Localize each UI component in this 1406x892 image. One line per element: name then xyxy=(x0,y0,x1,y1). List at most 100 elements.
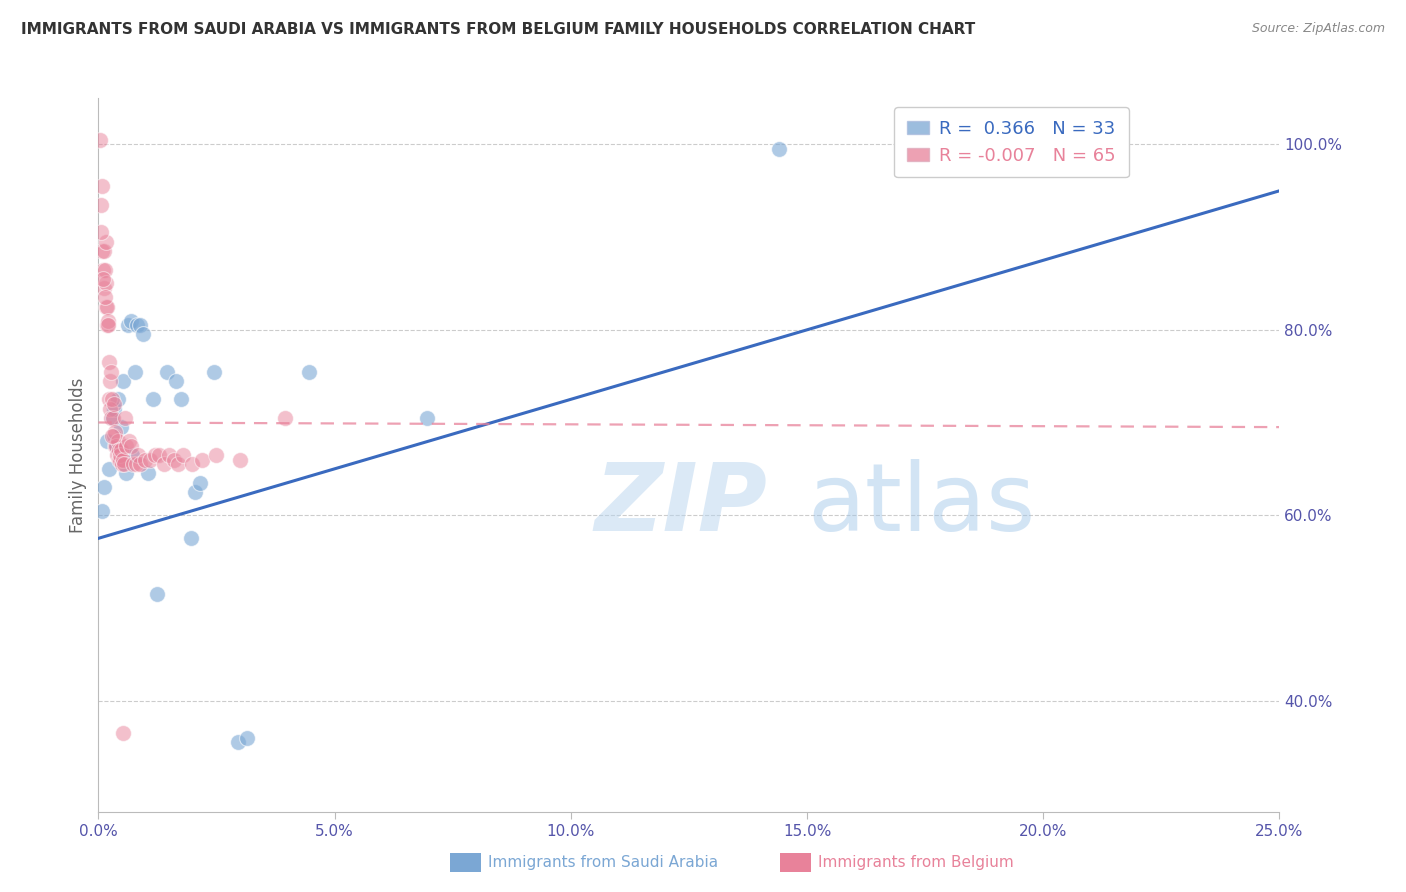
Point xyxy=(103,401,125,416)
Point xyxy=(157,448,180,462)
Point xyxy=(205,448,228,462)
Point xyxy=(114,467,136,481)
Point xyxy=(104,425,127,439)
Point xyxy=(91,272,114,286)
Text: Immigrants from Saudi Arabia: Immigrants from Saudi Arabia xyxy=(488,855,718,870)
Point xyxy=(172,448,194,462)
Point xyxy=(111,452,134,467)
Point xyxy=(103,429,125,443)
Point xyxy=(162,452,184,467)
Point xyxy=(100,410,122,425)
Point xyxy=(100,364,122,378)
Point xyxy=(136,467,159,481)
Point xyxy=(127,448,149,462)
Point xyxy=(298,364,321,378)
Point xyxy=(103,397,125,411)
Point xyxy=(122,457,145,471)
Text: atlas: atlas xyxy=(807,458,1035,551)
Point xyxy=(120,313,142,327)
Point xyxy=(107,452,129,467)
Point xyxy=(94,235,117,249)
Point xyxy=(416,410,439,425)
Text: ZIP: ZIP xyxy=(595,458,768,551)
Point xyxy=(121,448,143,462)
Point xyxy=(97,313,120,327)
Point xyxy=(768,142,790,156)
Point xyxy=(184,485,207,500)
Point xyxy=(101,410,124,425)
Point xyxy=(143,448,166,462)
Point xyxy=(101,392,124,407)
Y-axis label: Family Households: Family Households xyxy=(69,377,87,533)
Point xyxy=(96,300,118,314)
Point xyxy=(146,587,169,601)
Point xyxy=(118,434,141,448)
Point xyxy=(129,318,152,333)
Point xyxy=(100,410,122,425)
Point xyxy=(111,726,134,740)
Point xyxy=(274,410,297,425)
Point xyxy=(108,448,131,462)
Point xyxy=(90,179,112,194)
Point xyxy=(142,392,165,407)
Point xyxy=(127,318,149,333)
Point xyxy=(236,731,259,745)
Point xyxy=(112,457,135,471)
Point xyxy=(181,457,204,471)
Point xyxy=(107,392,129,407)
Point xyxy=(115,439,138,453)
Point xyxy=(165,374,187,388)
Point xyxy=(108,443,131,458)
Point xyxy=(98,374,121,388)
Text: Immigrants from Belgium: Immigrants from Belgium xyxy=(818,855,1014,870)
Text: IMMIGRANTS FROM SAUDI ARABIA VS IMMIGRANTS FROM BELGIUM FAMILY HOUSEHOLDS CORREL: IMMIGRANTS FROM SAUDI ARABIA VS IMMIGRAN… xyxy=(21,22,976,37)
Point xyxy=(107,434,129,448)
Point xyxy=(108,452,131,467)
Point xyxy=(125,457,148,471)
Point xyxy=(98,392,121,407)
Point xyxy=(89,133,111,147)
Point xyxy=(124,364,146,378)
Point xyxy=(104,439,127,453)
Point xyxy=(156,364,179,378)
Point xyxy=(93,281,115,295)
Point xyxy=(170,392,193,407)
Point xyxy=(94,300,117,314)
Point xyxy=(139,452,162,467)
Point xyxy=(98,401,121,416)
Point xyxy=(148,448,170,462)
Point xyxy=(105,448,128,462)
Point xyxy=(114,410,136,425)
Point xyxy=(93,480,115,494)
Point xyxy=(110,420,132,434)
Point xyxy=(117,318,139,333)
Text: Source: ZipAtlas.com: Source: ZipAtlas.com xyxy=(1251,22,1385,36)
Point xyxy=(93,244,115,258)
Point xyxy=(96,277,118,291)
Point xyxy=(96,318,118,333)
Point xyxy=(91,244,114,258)
Point xyxy=(167,457,190,471)
Point xyxy=(188,475,211,490)
Point xyxy=(228,452,250,467)
Point xyxy=(226,735,249,749)
Point xyxy=(110,443,132,458)
Point xyxy=(91,262,114,277)
Point xyxy=(191,452,214,467)
Point xyxy=(96,434,118,448)
Point xyxy=(202,364,225,378)
Point xyxy=(97,355,120,369)
Point xyxy=(91,503,114,517)
Point xyxy=(90,197,112,211)
Point xyxy=(93,290,115,304)
Point xyxy=(180,532,202,546)
Point xyxy=(111,374,134,388)
Point xyxy=(97,462,120,476)
Legend: R =  0.366   N = 33, R = -0.007   N = 65: R = 0.366 N = 33, R = -0.007 N = 65 xyxy=(894,107,1129,178)
Point xyxy=(153,457,176,471)
Point xyxy=(90,226,112,240)
Point xyxy=(129,457,152,471)
Point xyxy=(105,439,128,453)
Point xyxy=(104,439,127,453)
Point xyxy=(120,439,142,453)
